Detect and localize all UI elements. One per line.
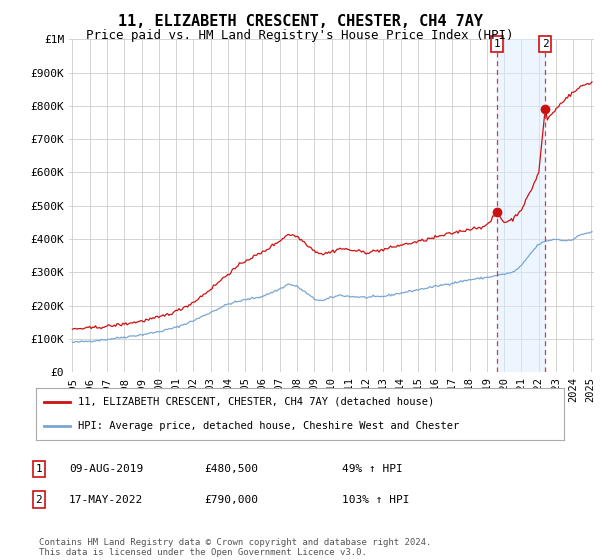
Text: Contains HM Land Registry data © Crown copyright and database right 2024.
This d: Contains HM Land Registry data © Crown c…: [39, 538, 431, 557]
Text: 2: 2: [542, 39, 548, 49]
Text: 11, ELIZABETH CRESCENT, CHESTER, CH4 7AY: 11, ELIZABETH CRESCENT, CHESTER, CH4 7AY: [118, 14, 482, 29]
Text: HPI: Average price, detached house, Cheshire West and Chester: HPI: Average price, detached house, Ches…: [78, 421, 460, 431]
Text: 2: 2: [35, 494, 43, 505]
Bar: [497, 39, 545, 372]
Text: 49% ↑ HPI: 49% ↑ HPI: [342, 464, 403, 474]
Text: 11, ELIZABETH CRESCENT, CHESTER, CH4 7AY (detached house): 11, ELIZABETH CRESCENT, CHESTER, CH4 7AY…: [78, 397, 434, 407]
Text: 09-AUG-2019: 09-AUG-2019: [69, 464, 143, 474]
Text: £480,500: £480,500: [204, 464, 258, 474]
Text: 103% ↑ HPI: 103% ↑ HPI: [342, 494, 409, 505]
Text: 17-MAY-2022: 17-MAY-2022: [69, 494, 143, 505]
Text: 1: 1: [494, 39, 500, 49]
Text: £790,000: £790,000: [204, 494, 258, 505]
Text: Price paid vs. HM Land Registry's House Price Index (HPI): Price paid vs. HM Land Registry's House …: [86, 29, 514, 42]
Text: 1: 1: [35, 464, 43, 474]
